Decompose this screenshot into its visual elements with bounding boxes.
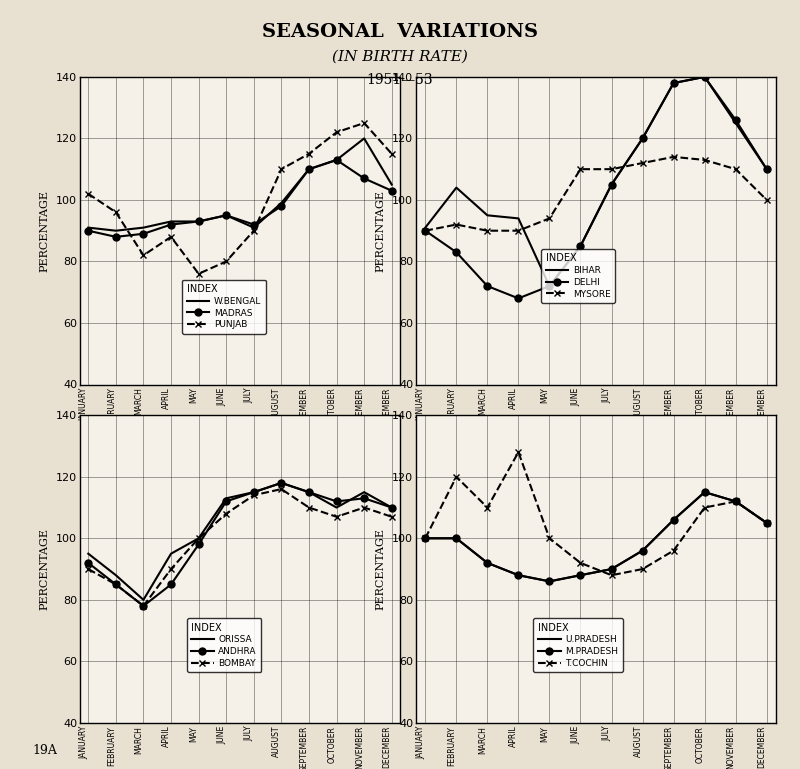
- Text: SEASONAL  VARIATIONS: SEASONAL VARIATIONS: [262, 23, 538, 41]
- Legend: W.BENGAL, MADRAS, PUNJAB: W.BENGAL, MADRAS, PUNJAB: [182, 280, 266, 334]
- Legend: U.PRADESH, M.PRADESH, T.COCHIN: U.PRADESH, M.PRADESH, T.COCHIN: [534, 618, 622, 672]
- Y-axis label: PERCENTAGE: PERCENTAGE: [39, 190, 49, 271]
- Y-axis label: PERCENTAGE: PERCENTAGE: [39, 528, 49, 610]
- Y-axis label: PERCENTAGE: PERCENTAGE: [375, 528, 385, 610]
- Legend: BIHAR, DELHI, MYSORE: BIHAR, DELHI, MYSORE: [541, 249, 615, 303]
- Legend: ORISSA, ANDHRA, BOMBAY: ORISSA, ANDHRA, BOMBAY: [186, 618, 262, 672]
- Text: 19A: 19A: [32, 744, 57, 757]
- Text: 1951—53: 1951—53: [366, 73, 434, 87]
- Text: (IN BIRTH RATE): (IN BIRTH RATE): [332, 50, 468, 64]
- Y-axis label: PERCENTAGE: PERCENTAGE: [375, 190, 385, 271]
